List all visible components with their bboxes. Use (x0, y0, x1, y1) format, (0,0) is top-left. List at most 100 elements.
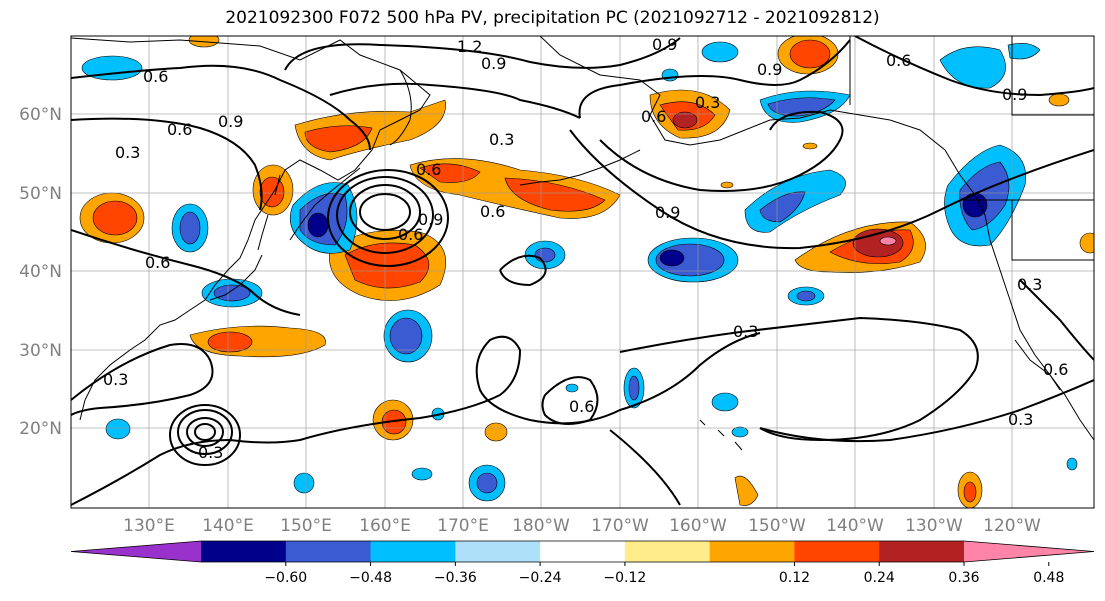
precip-patch (720, 181, 734, 189)
alaska-coast (539, 36, 1094, 441)
colorbar-segment (879, 541, 965, 562)
lon-label: 160°W (669, 516, 727, 536)
contour-label: 0.3 (198, 443, 223, 462)
pv-contour (71, 332, 761, 506)
pv-contour (854, 36, 1094, 97)
lat-label: 40°N (19, 262, 62, 282)
colorbar-tick-label: 0.48 (1033, 570, 1064, 586)
contour-label: 0.9 (418, 210, 443, 229)
contour-label: 0.9 (481, 54, 506, 73)
hawaii-islands (699, 419, 743, 451)
precip-patch (939, 46, 1006, 89)
precip-patch (293, 472, 315, 494)
colorbar-segment (709, 541, 795, 562)
lon-label: 150°E (280, 516, 332, 536)
colorbar-segment (624, 541, 711, 562)
pv-contour (71, 64, 371, 151)
pv-contour (336, 176, 434, 254)
contour-label: 0.3 (733, 322, 758, 341)
pv-contour (327, 169, 449, 267)
pv-contour (329, 82, 581, 119)
lat-label: 30°N (19, 341, 62, 361)
precip-patch (711, 392, 739, 412)
lon-label: 170°W (591, 516, 649, 536)
colorbar-segment (285, 541, 372, 562)
precip-patch (963, 481, 977, 503)
pv-contour (177, 409, 233, 455)
precip-patch (628, 375, 640, 401)
lon-label: 130°E (123, 516, 175, 536)
precip-patch (1066, 457, 1078, 471)
contour-label: 0.9 (218, 112, 243, 131)
precip-patch (105, 418, 131, 440)
lon-label: 150°W (748, 516, 806, 536)
contour-label: 1.2 (457, 37, 482, 56)
precip-patch (389, 317, 423, 355)
contour-label: 0.6 (145, 253, 170, 272)
lon-label: 140°W (826, 516, 884, 536)
chart-title: 2021092300 F072 500 hPa PV, precipitatio… (225, 8, 880, 28)
precip-patch (92, 200, 138, 236)
lon-label: 160°E (359, 516, 411, 536)
precip-patch (484, 422, 508, 442)
longitude-axis: 130°E 140°E 150°E 160°E 170°E 180°W 170°… (123, 516, 1041, 536)
contour-label: 0.6 (1043, 360, 1068, 379)
colorbar-segment (455, 541, 541, 562)
pv-contour (569, 129, 1094, 250)
pv-contour (71, 343, 214, 416)
colorbar-segment (794, 541, 880, 562)
precip-patch (213, 284, 251, 302)
pv-contour (169, 404, 241, 466)
contour-label: 0.6 (416, 160, 441, 179)
lon-label: 180°W (512, 516, 570, 536)
precip-patch (1007, 43, 1041, 60)
colorbar-tick-label: −0.24 (519, 570, 562, 586)
japan-islands (209, 174, 281, 301)
precip-patch (789, 39, 831, 69)
lat-label: 50°N (19, 184, 62, 204)
contour-label: 0.9 (655, 203, 680, 222)
precip-patch (304, 125, 373, 153)
asia-coast (71, 37, 431, 421)
precip-patch (307, 212, 329, 238)
precip-patch (476, 472, 498, 494)
contour-label: 0.6 (886, 51, 911, 70)
precip-patch (759, 191, 806, 223)
contour-label: 0.3 (103, 370, 128, 389)
latitude-axis: 60°N 50°N 40°N 30°N 20°N (19, 105, 62, 439)
precip-patch (1079, 232, 1094, 254)
contour-label: 0.3 (115, 143, 140, 162)
precip-patch (419, 163, 606, 212)
map-background (71, 36, 1094, 508)
colorbar-extend-max (964, 541, 1094, 562)
precip-patch (411, 467, 433, 481)
pv-contour (71, 117, 263, 211)
pv-contour (194, 423, 216, 441)
map-plot-area: 1.2 0.9 0.9 0.9 0.6 0.6 0.6 0.6 0.6 0.9 … (71, 35, 1094, 508)
precip-patch (734, 475, 759, 506)
precip-patch (879, 236, 897, 246)
baja-coast (1014, 339, 1061, 391)
pv-contour (599, 110, 844, 192)
pv-contour (759, 379, 1094, 443)
colorbar-tick-label: −0.36 (434, 570, 477, 586)
colorbar-segment (540, 541, 626, 562)
lon-label: 140°E (202, 516, 254, 536)
pv-contour (71, 229, 301, 316)
pv-contours (71, 36, 1094, 506)
precip-patch (802, 142, 818, 150)
pv-contour (284, 37, 681, 71)
colorbar-segment (201, 541, 287, 562)
contour-label: 0.6 (167, 120, 192, 139)
colorbar-tick-label: 0.24 (864, 570, 895, 586)
pv-contour (186, 417, 224, 447)
contour-label: 0.6 (569, 397, 594, 416)
contour-label: 0.3 (695, 93, 720, 112)
contour-label: 0.3 (1008, 410, 1033, 429)
contour-label: 0.9 (652, 35, 677, 54)
colorbar-tick-label: −0.48 (349, 570, 392, 586)
pv-contour (541, 376, 599, 425)
contour-label: 0.9 (1002, 85, 1027, 104)
precip-patch (179, 211, 201, 245)
